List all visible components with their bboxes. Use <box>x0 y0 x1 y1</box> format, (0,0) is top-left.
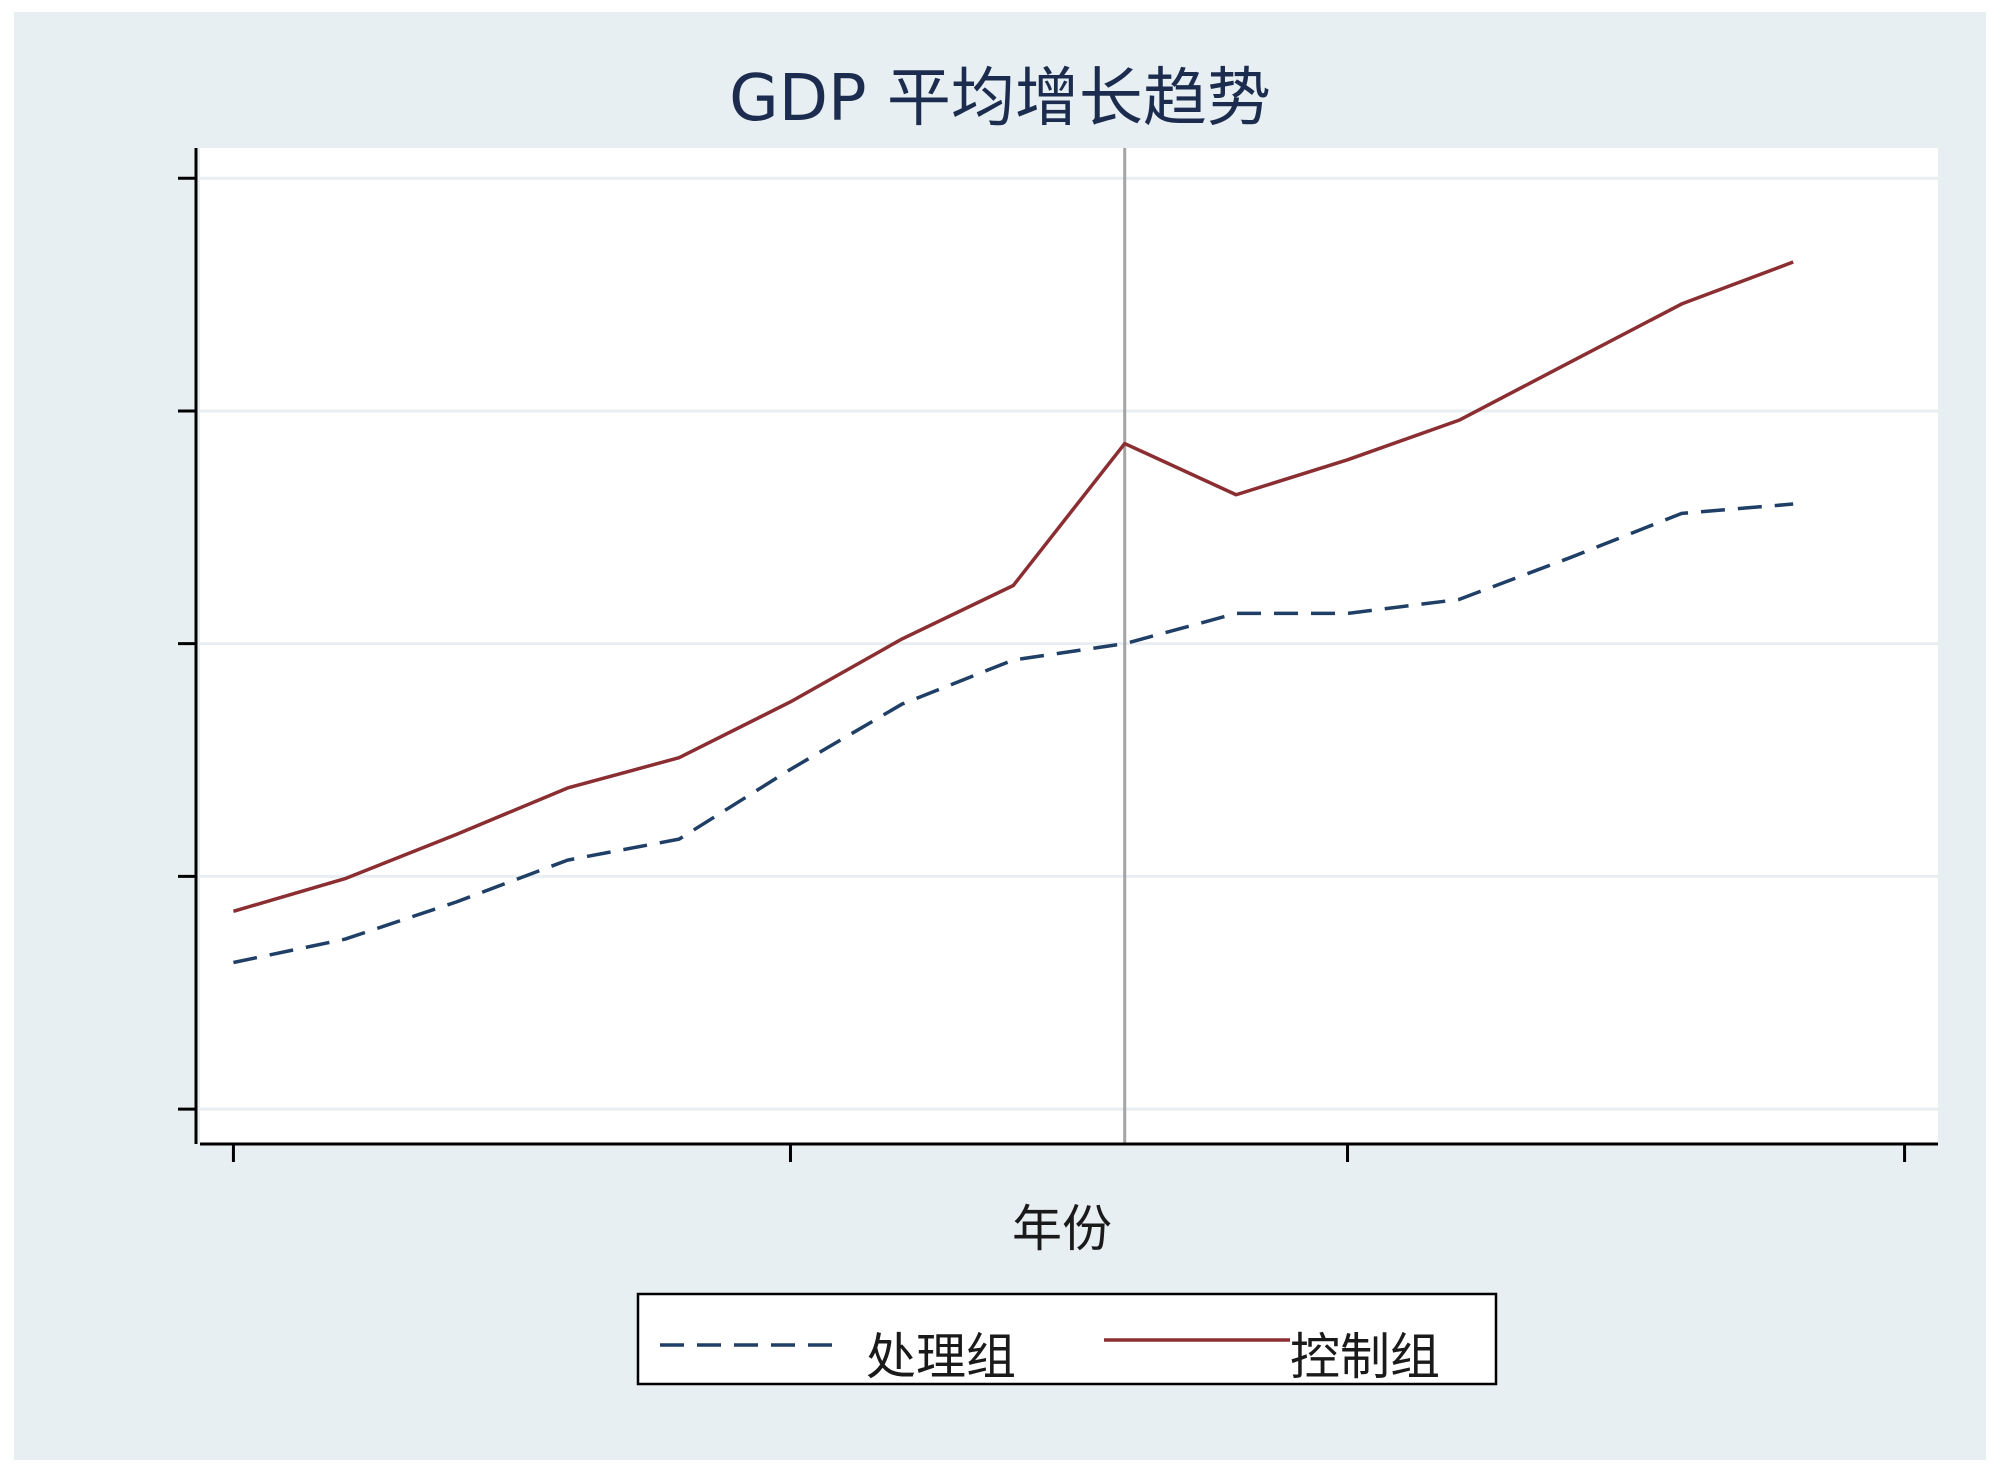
legend-label-control: 控制组 <box>1290 1328 1440 1386</box>
legend-box <box>636 1292 1498 1386</box>
legend-label-treatment: 处理组 <box>866 1328 1016 1386</box>
x-axis-title: 年份 <box>1012 1200 1112 1258</box>
legend: 处理组 控制组 <box>636 1292 1498 1386</box>
series-lines <box>232 260 1794 965</box>
chart-title: GDP 平均增长趋势 <box>729 62 1271 136</box>
gridlines <box>200 176 1938 1111</box>
plot-area <box>200 148 1938 1144</box>
axes <box>178 148 1938 1162</box>
series-line-treatment <box>233 502 1794 965</box>
